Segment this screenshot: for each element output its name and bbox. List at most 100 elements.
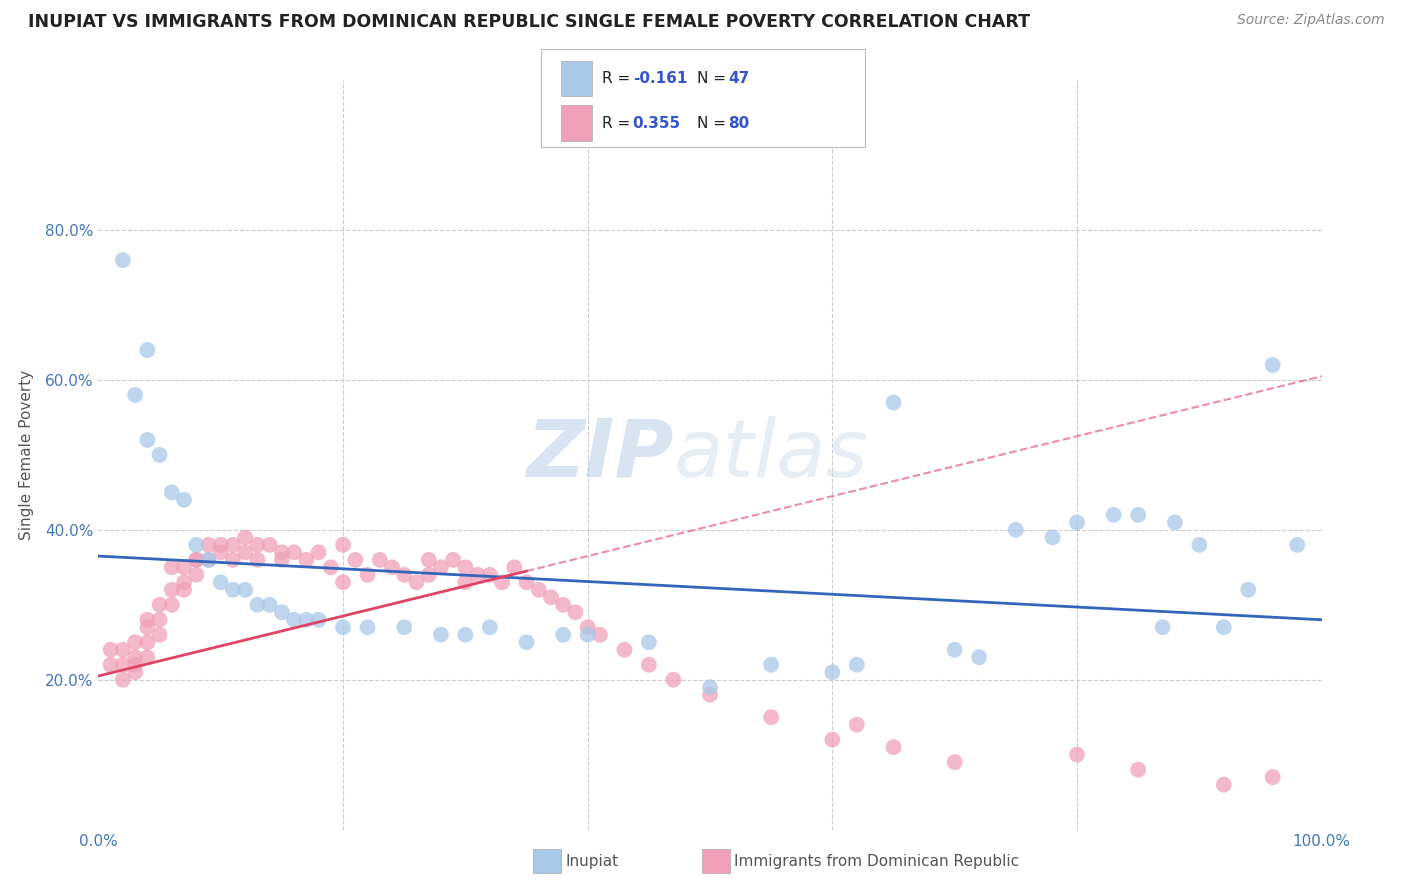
Point bbox=[111, 642, 134, 657]
Point bbox=[381, 560, 404, 574]
Point bbox=[111, 253, 134, 268]
Point bbox=[1164, 516, 1187, 530]
Point bbox=[136, 613, 159, 627]
Point bbox=[246, 538, 269, 552]
Y-axis label: Single Female Poverty: Single Female Poverty bbox=[18, 370, 34, 540]
Point bbox=[478, 567, 501, 582]
Point bbox=[576, 628, 599, 642]
Text: Inupiat: Inupiat bbox=[565, 855, 619, 869]
Point bbox=[1128, 763, 1150, 777]
Text: -0.161: -0.161 bbox=[633, 71, 688, 86]
Point bbox=[576, 620, 599, 634]
Point bbox=[883, 395, 905, 409]
Text: Immigrants from Dominican Republic: Immigrants from Dominican Republic bbox=[734, 855, 1019, 869]
Text: atlas: atlas bbox=[673, 416, 868, 494]
Point bbox=[160, 485, 183, 500]
Point bbox=[967, 650, 990, 665]
Point bbox=[1237, 582, 1260, 597]
Point bbox=[821, 732, 844, 747]
Point bbox=[100, 642, 122, 657]
Point bbox=[270, 553, 294, 567]
Point bbox=[1261, 358, 1284, 372]
Point bbox=[1066, 747, 1088, 762]
Point bbox=[392, 620, 416, 634]
Point bbox=[589, 628, 612, 642]
Point bbox=[761, 710, 783, 724]
Point bbox=[332, 620, 354, 634]
Point bbox=[454, 628, 477, 642]
Point bbox=[1286, 538, 1309, 552]
Point bbox=[441, 553, 464, 567]
Point bbox=[149, 448, 172, 462]
Point bbox=[662, 673, 685, 687]
Point bbox=[613, 642, 636, 657]
Text: ZIP: ZIP bbox=[526, 416, 673, 494]
Point bbox=[1066, 516, 1088, 530]
Text: R =: R = bbox=[602, 116, 636, 130]
Point bbox=[1102, 508, 1125, 522]
Point bbox=[418, 567, 440, 582]
Point bbox=[124, 650, 146, 665]
Point bbox=[515, 575, 537, 590]
Point bbox=[124, 635, 146, 649]
Point bbox=[160, 560, 183, 574]
Point bbox=[332, 575, 354, 590]
Point bbox=[454, 560, 477, 574]
Point bbox=[418, 553, 440, 567]
Point bbox=[136, 433, 159, 447]
Point bbox=[246, 553, 269, 567]
Point bbox=[503, 560, 526, 574]
Point bbox=[124, 657, 146, 672]
Point bbox=[356, 620, 378, 634]
Point bbox=[699, 688, 721, 702]
Point bbox=[344, 553, 367, 567]
Point bbox=[491, 575, 513, 590]
Point bbox=[761, 657, 783, 672]
Point bbox=[160, 582, 183, 597]
Point bbox=[1261, 770, 1284, 784]
Point bbox=[564, 605, 586, 619]
Point bbox=[1042, 530, 1064, 544]
Point bbox=[392, 567, 416, 582]
Point bbox=[295, 613, 318, 627]
Point bbox=[173, 582, 195, 597]
Point bbox=[233, 582, 256, 597]
Point bbox=[368, 553, 391, 567]
Point bbox=[356, 567, 378, 582]
Point bbox=[637, 635, 661, 649]
Point bbox=[943, 755, 966, 769]
Point bbox=[883, 740, 905, 755]
Point bbox=[136, 620, 159, 634]
Point bbox=[186, 567, 208, 582]
Point bbox=[222, 582, 245, 597]
Point bbox=[1128, 508, 1150, 522]
Point bbox=[308, 545, 330, 559]
Point bbox=[943, 642, 966, 657]
Point bbox=[209, 575, 232, 590]
Point bbox=[259, 538, 281, 552]
Point bbox=[283, 545, 305, 559]
Text: INUPIAT VS IMMIGRANTS FROM DOMINICAN REPUBLIC SINGLE FEMALE POVERTY CORRELATION : INUPIAT VS IMMIGRANTS FROM DOMINICAN REP… bbox=[28, 13, 1031, 31]
Point bbox=[553, 628, 575, 642]
Point bbox=[124, 665, 146, 680]
Point bbox=[149, 613, 172, 627]
Point bbox=[173, 492, 195, 507]
Text: N =: N = bbox=[697, 116, 731, 130]
Point bbox=[100, 657, 122, 672]
Point bbox=[186, 553, 208, 567]
Point bbox=[1212, 620, 1234, 634]
Point bbox=[1004, 523, 1026, 537]
Point bbox=[515, 635, 537, 649]
Point bbox=[173, 560, 195, 574]
Point bbox=[540, 591, 562, 605]
Point bbox=[222, 553, 245, 567]
Point bbox=[186, 538, 208, 552]
Point bbox=[222, 538, 245, 552]
Point bbox=[553, 598, 575, 612]
Point bbox=[527, 582, 550, 597]
Point bbox=[197, 553, 219, 567]
Point bbox=[699, 680, 721, 694]
Text: N =: N = bbox=[697, 71, 731, 86]
Point bbox=[467, 567, 489, 582]
Point bbox=[136, 343, 159, 357]
